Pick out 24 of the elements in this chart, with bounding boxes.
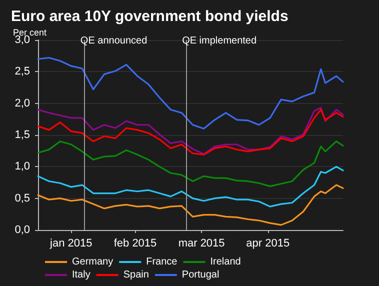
- x-tick-label: apr 2015: [246, 238, 290, 250]
- line-series: [37, 166, 344, 208]
- legend-label: Portugal: [182, 270, 220, 280]
- ref-line-label: QE implemented: [182, 36, 257, 46]
- ref-line-label: QE announced: [80, 36, 148, 46]
- line-series: [37, 140, 344, 188]
- legend-label: Italy: [72, 270, 90, 280]
- y-tick-label: 0,0: [14, 224, 30, 236]
- legend-label: Ireland: [210, 256, 241, 268]
- legend-label: France: [146, 256, 178, 268]
- chart-title: Euro area 10Y government bond yields: [11, 8, 288, 25]
- legend-label: Germany: [72, 256, 114, 268]
- legend-label: Spain: [123, 270, 149, 280]
- y-tick-label: 1,5: [14, 129, 30, 141]
- y-tick-label: 1,0: [14, 160, 30, 173]
- y-tick-label: 2,0: [14, 97, 30, 110]
- y-tick-label: 2,5: [14, 66, 30, 78]
- y-tick-label: 0,5: [14, 192, 30, 204]
- y-tick-label: 3,0: [14, 34, 30, 46]
- line-series: [37, 184, 344, 226]
- x-tick-label: feb 2015: [114, 238, 157, 250]
- x-tick-label: mar 2015: [178, 238, 225, 250]
- line-series: [37, 56, 344, 130]
- x-tick-label: jan 2015: [49, 238, 92, 250]
